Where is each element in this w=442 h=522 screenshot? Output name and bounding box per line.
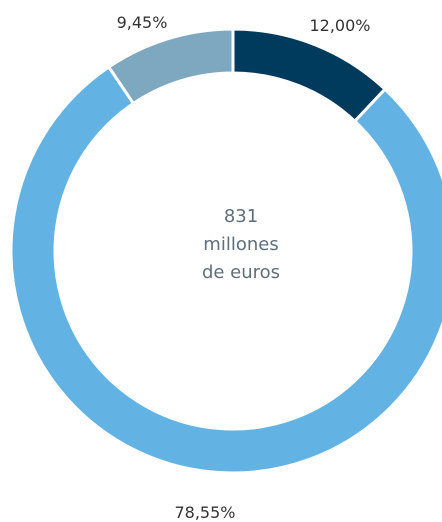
donut-slice-2 [9, 64, 442, 475]
slice-label-78-55: 78,55% [174, 503, 235, 522]
donut-slices [9, 27, 442, 475]
donut-slice-1 [231, 27, 388, 124]
center-text-unit: millones [203, 234, 278, 255]
donut-slice-3 [106, 27, 235, 106]
center-text-amount: 831 [224, 206, 258, 227]
center-text-currency: de euros [202, 262, 280, 283]
slice-label-12-00: 12,00% [309, 16, 370, 35]
slice-label-9-45: 9,45% [117, 13, 168, 32]
